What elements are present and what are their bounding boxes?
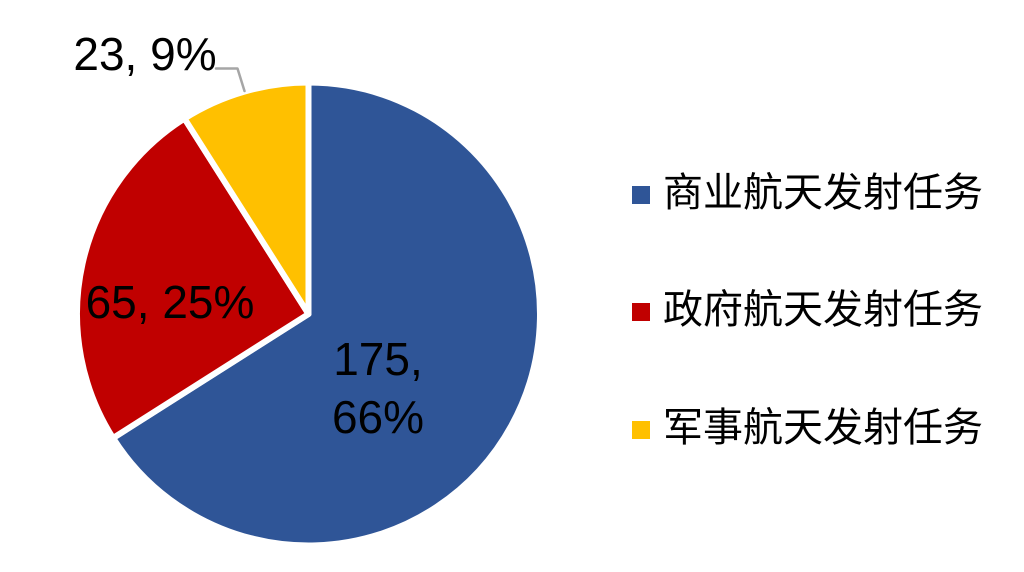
legend-swatch-military-icon (632, 420, 650, 439)
data-label-military: 23, 9% (73, 28, 217, 81)
callout-leader-line (214, 67, 246, 93)
legend-label-government: 政府航天发射任务 (663, 288, 983, 332)
legend-swatch-commercial-icon (632, 185, 650, 204)
legend-item-military: 军事航天发射任务 (632, 408, 983, 448)
legend-label-military: 军事航天发射任务 (663, 406, 983, 450)
legend-item-government: 政府航天发射任务 (632, 290, 983, 330)
data-label-commercial-line2: 66% (331, 391, 425, 443)
legend-item-commercial: 商业航天发射任务 (632, 173, 983, 213)
legend-label-commercial: 商业航天发射任务 (663, 171, 983, 215)
data-label-government: 65, 25% (85, 276, 255, 329)
pie-slice-government (74, 115, 312, 442)
data-label-commercial-line1: 175, (333, 333, 423, 386)
data-label-commercial: 175, 66% (332, 331, 424, 447)
pie-slice-commercial (110, 79, 543, 549)
legend-swatch-government-icon (632, 302, 650, 321)
